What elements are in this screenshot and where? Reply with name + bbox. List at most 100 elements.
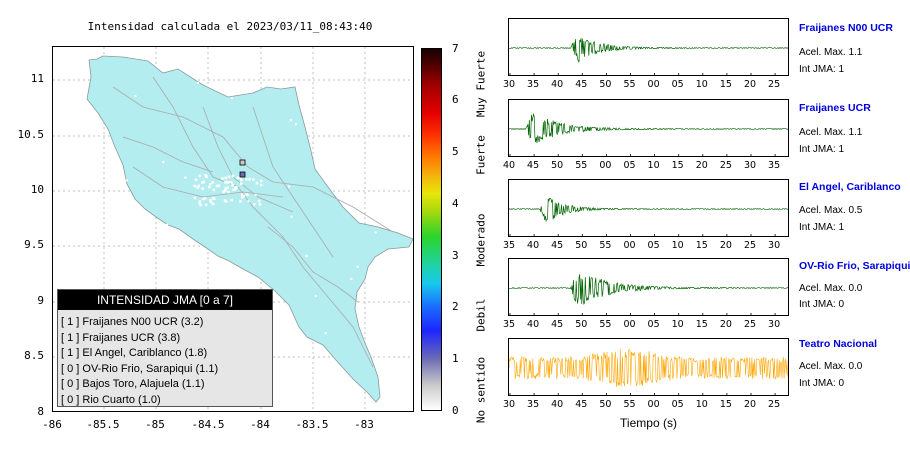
time-tick-label: 40 bbox=[551, 79, 564, 90]
colorbar-tick: 2 bbox=[452, 300, 459, 313]
trace-panel[interactable] bbox=[508, 338, 789, 396]
map-station-dot bbox=[225, 181, 229, 184]
station-name[interactable]: El Angel, Cariblanco bbox=[799, 181, 901, 193]
map-station-dot bbox=[305, 254, 308, 258]
map-station-dot bbox=[240, 193, 244, 196]
legend-entry: [ 1 ] Fraijanes N00 UCR (3.2) bbox=[61, 316, 204, 328]
map-station-dot bbox=[193, 196, 197, 200]
time-tick-label: 00 bbox=[599, 160, 612, 171]
legend-list: [ 1 ] Fraijanes N00 UCR (3.2) [ 1 ] Frai… bbox=[61, 315, 218, 408]
time-tick-label: 35 bbox=[527, 399, 540, 410]
map-x-tick: -84.5 bbox=[191, 418, 225, 431]
colorbar-category: Debil bbox=[474, 298, 488, 332]
colorbar-category: No sentido bbox=[474, 356, 488, 424]
map-station-dot bbox=[224, 181, 227, 184]
station-accel: Acel. Max. 0.5 bbox=[799, 205, 863, 216]
map-y-tick: 11 bbox=[30, 72, 44, 85]
map-station-dot bbox=[374, 231, 377, 234]
map-station-dot bbox=[209, 182, 212, 186]
time-tick-label: 20 bbox=[743, 399, 757, 410]
time-tick-label: 35 bbox=[502, 319, 516, 330]
map-station-dot bbox=[239, 200, 242, 203]
map-station-dot bbox=[226, 186, 229, 189]
map-station-dot bbox=[184, 176, 187, 179]
time-tick-label: 55 bbox=[623, 79, 636, 90]
time-tick-label: 40 bbox=[551, 399, 564, 410]
map-x-tick: -85 bbox=[145, 418, 165, 431]
legend-entry: [ 1 ] El Angel, Cariblanco (1.8) bbox=[61, 347, 208, 359]
trace-4-svg bbox=[509, 348, 788, 395]
map-station-dot bbox=[224, 176, 227, 180]
map-station-dot bbox=[236, 176, 240, 180]
map-station-dot bbox=[246, 272, 249, 275]
map-y-tick: 9.5 bbox=[24, 238, 44, 251]
waveform-trace bbox=[509, 112, 788, 143]
map-station-dot bbox=[222, 190, 225, 193]
map-station-dot bbox=[253, 203, 256, 206]
time-tick-label: 40 bbox=[527, 240, 540, 251]
time-tick-label: 30 bbox=[768, 240, 781, 251]
time-tick-label: 10 bbox=[695, 79, 708, 90]
map-station-dot bbox=[198, 174, 202, 178]
time-tick-label: 10 bbox=[671, 240, 684, 251]
trace-panel[interactable] bbox=[508, 179, 789, 237]
map-station-dot bbox=[208, 185, 211, 189]
map-station-dot bbox=[119, 243, 123, 247]
waveform-trace bbox=[509, 198, 788, 222]
legend-entry: [ 0 ] OV-Rio Frio, Sarapiqui (1.1) bbox=[61, 362, 219, 375]
time-tick-label: 20 bbox=[743, 79, 757, 90]
time-tick-label: 05 bbox=[671, 399, 684, 410]
map-y-tick: 8 bbox=[37, 405, 44, 418]
map-y-tick: 8.5 bbox=[24, 349, 44, 362]
station-name[interactable]: Fraijanes UCR bbox=[799, 102, 871, 114]
map-y-tick: 10.5 bbox=[17, 128, 45, 141]
map-station-dot bbox=[165, 223, 169, 226]
trace-panel[interactable] bbox=[508, 18, 789, 76]
map-station-dot bbox=[241, 196, 244, 199]
map-station-dot bbox=[356, 265, 359, 268]
intensity-legend: INTENSIDAD JMA [0 a 7] [ 1 ] Fraijanes N… bbox=[57, 289, 273, 407]
time-tick-label: 15 bbox=[671, 160, 684, 171]
legend-entry: [ 0 ] Bajos Toro, Alajuela (1.1) bbox=[61, 378, 205, 390]
time-tick-label: 25 bbox=[743, 319, 757, 330]
colorbar-tick: 0 bbox=[452, 404, 459, 417]
time-tick-label: 45 bbox=[551, 240, 564, 251]
map-station-dot bbox=[257, 199, 261, 203]
map-station-dot bbox=[258, 203, 262, 206]
map-x-tick: -84 bbox=[250, 418, 270, 431]
time-tick-label: 10 bbox=[695, 399, 708, 410]
station-accel: Acel. Max. 0.0 bbox=[799, 361, 863, 372]
map-station-dot bbox=[351, 192, 354, 195]
trace-panel[interactable] bbox=[508, 99, 789, 157]
map-x-tick: -85.5 bbox=[86, 418, 120, 431]
map-station-dot bbox=[223, 188, 227, 192]
time-tick-label: 25 bbox=[768, 79, 781, 90]
time-tick-label: 05 bbox=[647, 240, 660, 251]
map-station-dot bbox=[232, 188, 235, 192]
time-tick-label: 00 bbox=[647, 79, 660, 90]
time-tick-label: 55 bbox=[599, 240, 612, 251]
time-tick-label: 40 bbox=[527, 319, 540, 330]
map-station-dot bbox=[194, 178, 198, 182]
time-tick-label: 20 bbox=[695, 160, 708, 171]
station-name[interactable]: OV-Rio Frio, Sarapiqui bbox=[799, 260, 910, 272]
intensity-colorbar bbox=[421, 48, 442, 411]
map-station-dot bbox=[314, 294, 317, 298]
time-tick-label: 50 bbox=[599, 399, 612, 410]
time-tick-label: 10 bbox=[671, 319, 684, 330]
colorbar-tick: 5 bbox=[452, 145, 459, 158]
map-station-dot bbox=[248, 178, 251, 181]
station-name[interactable]: Teatro Nacional bbox=[799, 338, 877, 350]
colorbar-category: Moderado bbox=[474, 213, 488, 267]
map-station-dot bbox=[215, 184, 219, 188]
station-name[interactable]: Fraijanes N00 UCR bbox=[799, 22, 893, 34]
time-tick-label: 50 bbox=[551, 160, 564, 171]
time-tick-label: 30 bbox=[502, 79, 516, 90]
map-station-dot bbox=[245, 178, 248, 181]
map-station-dot bbox=[247, 200, 250, 203]
map-station-dot bbox=[227, 175, 231, 179]
map-station-dot bbox=[242, 194, 245, 198]
map-x-tick: -86 bbox=[42, 418, 62, 431]
map-station-dot bbox=[230, 198, 234, 202]
trace-panel[interactable] bbox=[508, 258, 789, 316]
